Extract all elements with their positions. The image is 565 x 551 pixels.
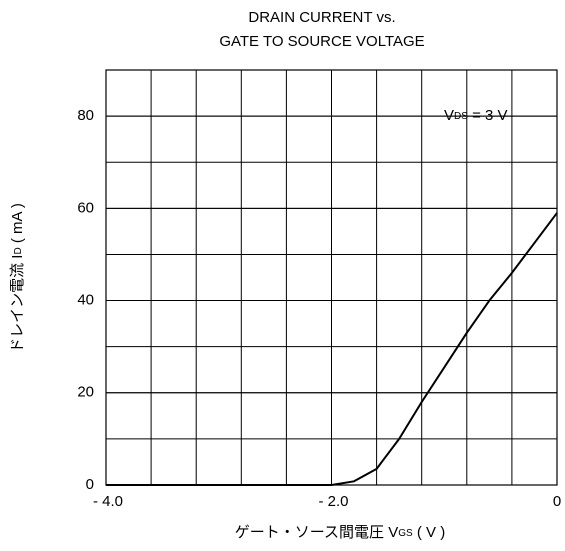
y-tick-label: 40: [77, 292, 94, 309]
x-tick-label: - 4.0: [93, 493, 123, 510]
y-label-text: ドレイン電流 I: [9, 255, 26, 353]
annotation: VDS = 3 V: [444, 107, 508, 124]
y-tick-label: 20: [77, 384, 94, 401]
x-label-text: ( V ): [413, 524, 446, 541]
y-axis-label: ドレイン電流 ID ( mA ): [9, 203, 26, 353]
y-tick-label: 80: [77, 107, 94, 124]
chart-title: DRAIN CURRENT vs.: [248, 9, 395, 26]
chart-title: GATE TO SOURCE VOLTAGE: [219, 33, 424, 50]
annotation-text: = 3 V: [468, 107, 508, 124]
y-label-sub: D: [13, 247, 24, 254]
y-label-text: ( mA ): [9, 203, 26, 247]
annotation-text: V: [444, 107, 454, 124]
y-tick-label: 0: [86, 476, 94, 493]
x-label-sub: GS: [398, 528, 413, 539]
x-axis-label: ゲート・ソース間電圧 VGS ( V ): [235, 524, 445, 541]
y-tick-label: 60: [77, 199, 94, 216]
x-tick-label: 0: [553, 493, 561, 510]
x-tick-label: - 2.0: [318, 493, 348, 510]
x-label-text: ゲート・ソース間電圧 V: [235, 524, 398, 541]
chart: DRAIN CURRENT vs. GATE TO SOURCE VOLTAGE…: [0, 0, 565, 551]
